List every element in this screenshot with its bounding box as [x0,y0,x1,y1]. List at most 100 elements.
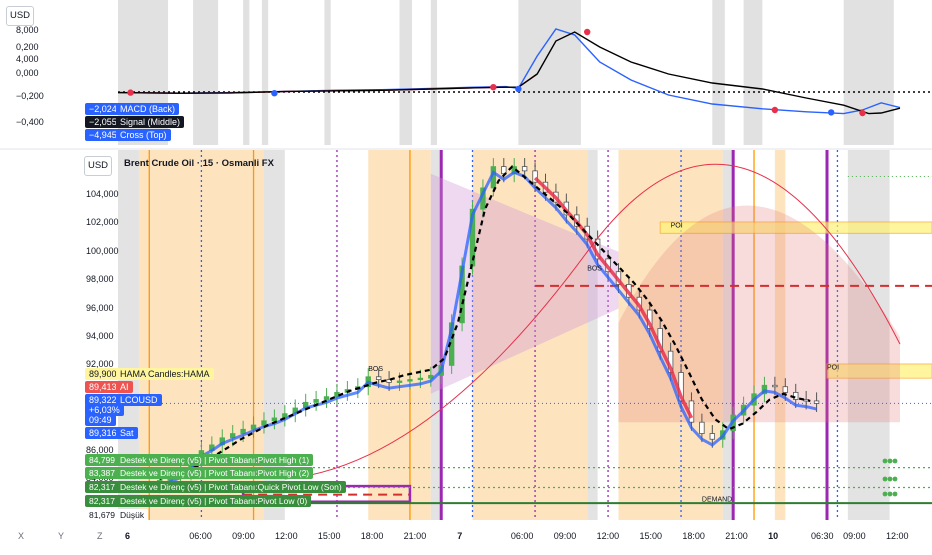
pivot-dot [882,458,888,464]
price-candle [271,417,278,422]
price-candle [699,421,705,434]
macd-session-band [743,0,763,145]
time-tick-label: 09:00 [553,531,577,541]
price-candle [772,384,778,388]
price-candle [313,399,319,403]
price-tick-label: 86,000 [86,444,114,455]
macd-cross-red-marker [584,28,591,36]
hama-value-label: 89,900 [85,368,121,380]
time-tick-label: 09:00 [843,531,866,541]
session-gray-band [847,150,890,520]
price-tick-label: 100,000 [86,245,119,256]
session-gray-band [430,150,442,520]
macd-tick-label: −0,200 [16,91,44,101]
price-candle [261,420,267,426]
macd-session-band [518,0,581,145]
price-tick-label: 94,000 [86,331,114,341]
level-value-label: 84,799 [85,454,119,466]
price-candle [407,379,413,382]
macd-back-value: −2,024 [89,104,117,114]
macd-tick-label: 4,000 [16,54,39,64]
signal-line [117,31,901,115]
channel-fill [430,173,619,394]
time-tick-label: 10 [768,531,779,541]
price-candle [709,433,716,440]
macd-tick-label: 0,200 [16,42,39,52]
macd-session-band [243,0,250,145]
macd-session-band [399,0,413,145]
ai-value-label: 89,413 [85,381,121,393]
demand-label: DEMAND [702,497,732,504]
time-tick-label: 12:00 [886,531,909,541]
macd-cross-red-marker [859,109,866,117]
macd-tick-label: 0,000 [16,68,39,78]
session-gray-band [587,150,598,520]
currency-button-macd[interactable]: USD [6,6,34,26]
toolbar-x[interactable]: X [18,531,25,541]
time-tick-label: 7 [457,531,463,541]
time-tick-label: 6 [125,531,131,541]
macd-back-name: MACD (Back) [116,103,180,115]
lcousd-name-label: LCOUSD [116,394,162,406]
macd-cross-red-marker [490,84,497,91]
pivot-dot [882,491,888,497]
price-candle [782,386,789,393]
price-candle [323,396,330,400]
session-orange-band [774,150,786,520]
cross-top-value: −4,945 [89,130,117,140]
hama-name-label: HAMA Candles:HAMA [116,368,214,380]
pivot-dot [892,476,898,482]
ema-curve-red [284,163,901,480]
toolbar-y[interactable]: Y [58,531,65,541]
price-tick-label: 102,000 [86,217,119,228]
price-candle [532,170,538,183]
price-candle [386,379,392,383]
price-candle [803,399,809,402]
macd-cross-red-marker [127,89,134,96]
macd-back-legend: −2,024 [85,103,121,115]
macd-session-band [261,0,269,145]
price-tick-label: 96,000 [86,302,114,313]
cross-top-legend: −4,945 [85,129,121,141]
time-tick-label: 18:00 [682,531,705,541]
time-tick-label: 12:00 [596,531,620,541]
moving-average-dashed [159,165,811,481]
signal-middle-name: Signal (Middle) [116,116,185,128]
macd-cross-red-marker [771,106,779,114]
macd-cross-blue-marker [827,109,835,116]
pivot-dot [887,491,893,497]
pivot-dot [887,458,893,464]
ai-name-label: AI [116,381,133,393]
price-candle [521,166,528,172]
level-name-label: Destek ve Direnç (v5) | Pivot Tabanı:Piv… [116,495,312,507]
price-candle [501,166,507,175]
trend-line-red [533,176,694,419]
session-gray-band [263,150,285,520]
price-tick-label: 92,000 [86,359,114,370]
price-candle [793,391,799,400]
lcousd-value-label: 89,322 [85,394,121,406]
bos-label-1: BOS [368,366,383,373]
toolbar-z[interactable]: Z [97,531,103,541]
price-candle [375,376,382,381]
currency-button-main[interactable]: USD [84,156,112,176]
pivot-dot [882,476,888,482]
time-tick-label: 21:00 [725,531,748,541]
macd-session-band [712,0,725,145]
session-orange-band [368,150,431,520]
sat-value-label: 89,316 [85,427,121,439]
pivot-dot [887,476,893,482]
macd-cross-blue-marker [271,90,278,97]
time-tick-label: 15:00 [639,531,662,541]
time-tick-label: 09:00 [232,531,255,541]
time-tick-label: 21:00 [403,531,427,541]
time-tick-label: 06:30 [810,531,834,541]
bos-label-2: BOS [587,265,602,272]
pivot-dot [892,491,898,497]
level-name-label: Destek ve Direnç (v5) | Pivot Tabanı:Qui… [116,481,346,493]
macd-line [117,28,901,115]
projection-dome [618,205,900,423]
price-tick-label: 104,000 [86,189,119,199]
